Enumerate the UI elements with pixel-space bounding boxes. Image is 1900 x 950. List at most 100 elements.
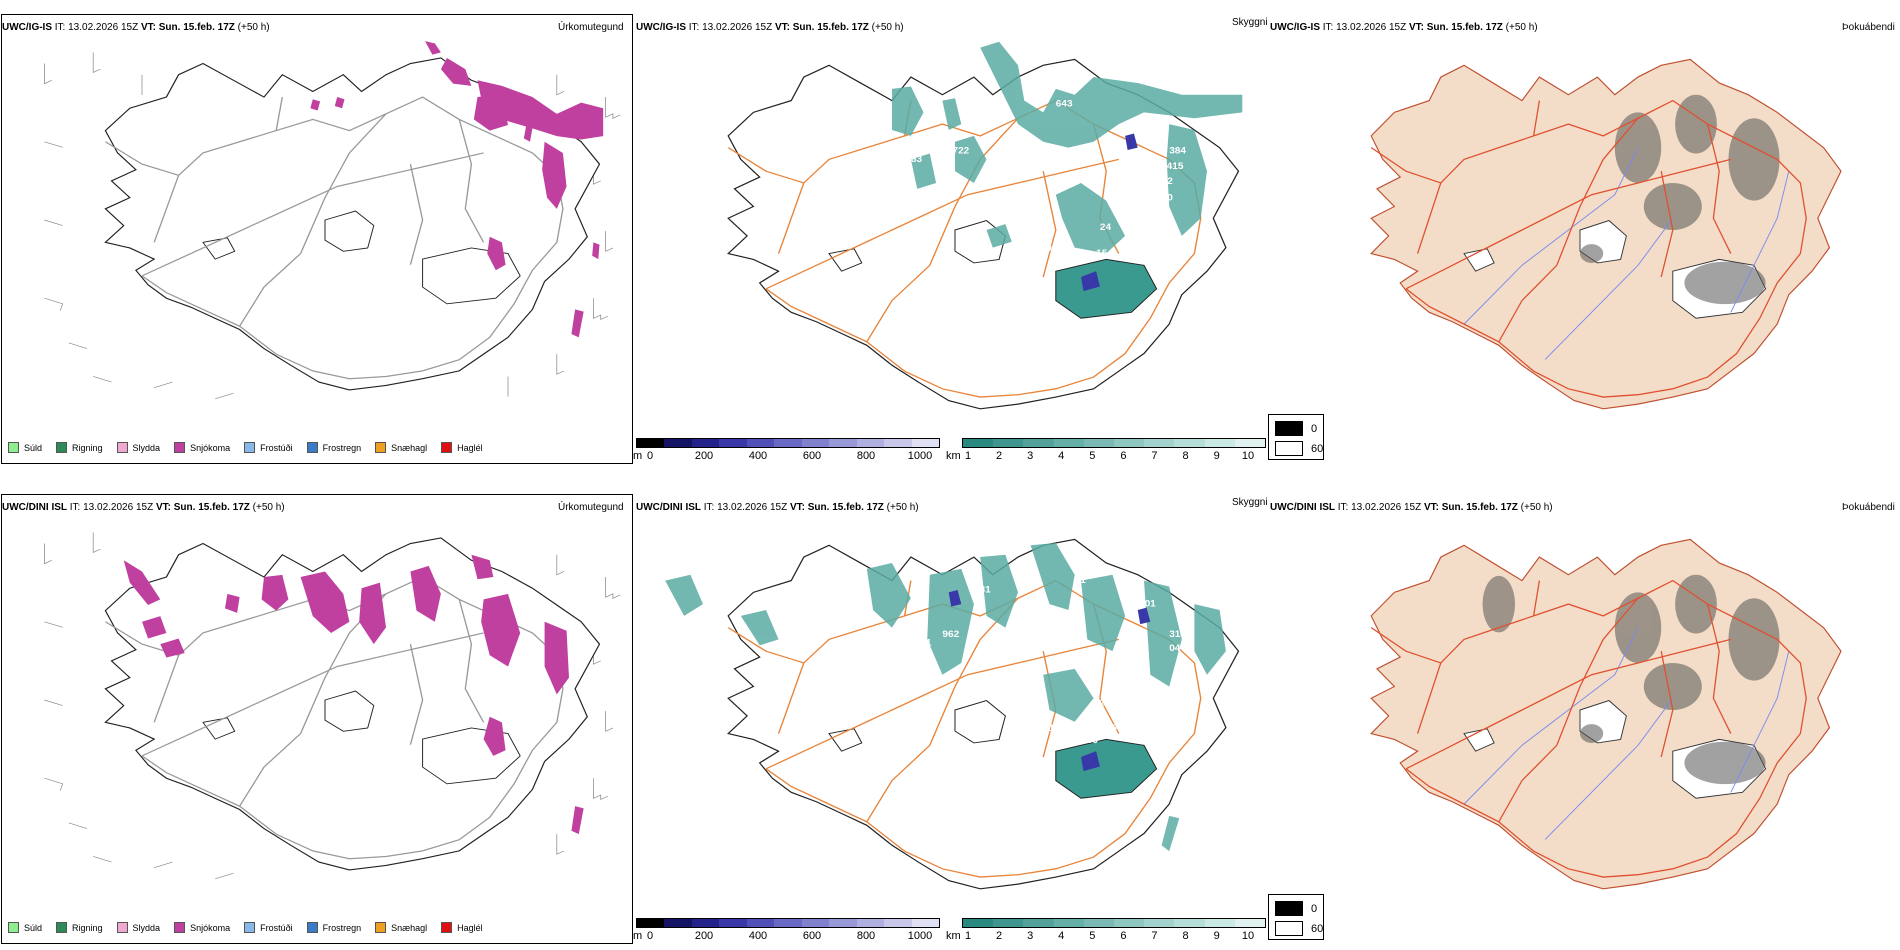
legend-swatch — [116, 442, 128, 453]
legend-item: Súld — [8, 442, 42, 453]
map-label: 24 — [1100, 222, 1112, 233]
panel-header: UWC/DINI ISL IT: 13.02.2026 15Z VT: Sun.… — [1270, 502, 1553, 513]
visibility-colorbar-2 — [962, 918, 1266, 928]
legend-swatch — [8, 922, 19, 933]
altitude-band — [719, 919, 747, 927]
visibility-title: Skyggni — [1232, 17, 1268, 28]
legend-label: Snæhagl — [391, 922, 428, 933]
map-label: 101 — [1139, 599, 1156, 610]
altitude-colorbar-1 — [636, 438, 940, 448]
map-label: 83 — [911, 154, 923, 165]
high-altitude-areas — [1081, 133, 1138, 292]
legend-swatch — [375, 442, 387, 453]
legend-swatch — [56, 442, 68, 453]
legend-swatch — [441, 922, 453, 933]
lead-time: (+50 h) — [252, 502, 285, 513]
visibility-title: Skyggni — [1232, 497, 1268, 508]
visibility-map-2: 981 51 101 314 04 331 962 203 459 51 175… — [665, 538, 1240, 890]
visibility-band — [1114, 919, 1145, 927]
model-name: UWC/IG-IS — [1270, 22, 1320, 33]
map-label: 10 — [1162, 193, 1174, 204]
model-name: UWC/DINI ISL — [2, 502, 67, 513]
altitude-band — [884, 439, 912, 447]
legend-label: Frostúði — [260, 442, 293, 453]
sunshine-row: 0 — [1275, 901, 1317, 916]
altitude-band — [691, 919, 720, 927]
map-label: 384 — [1169, 146, 1186, 157]
legend-label: Snæhagl — [391, 442, 428, 453]
it-value: 13.02.2026 15Z — [68, 22, 139, 33]
map-label: 203 — [1100, 698, 1117, 709]
altitude-band — [801, 439, 830, 447]
sunshine-legend-1: 0 60 — [1268, 414, 1324, 460]
legend-label: Rigning — [72, 922, 103, 933]
rivers — [1463, 147, 1790, 360]
it-value: 13.02.2026 15Z — [83, 502, 154, 513]
visibility-band — [1174, 439, 1205, 447]
visibility-band — [1023, 919, 1054, 927]
tick-label: 1000 — [907, 930, 933, 942]
model-name: UWC/IG-IS — [636, 22, 686, 33]
visibility-band — [963, 439, 994, 447]
visibility-band — [1234, 919, 1266, 927]
vt-label: VT: — [1408, 22, 1424, 33]
visibility-band — [1053, 439, 1084, 447]
altitude-band — [691, 439, 720, 447]
vt-label: VT: — [140, 22, 156, 33]
legend-item: Snæhagl — [375, 922, 427, 933]
tick-label: 6 — [1120, 930, 1127, 942]
tick-label: 3 — [1027, 450, 1034, 462]
precip-type-map-2 — [44, 532, 621, 880]
panel-header: UWC/DINI ISL IT: 13.02.2026 15Z VT: Sun.… — [2, 502, 285, 513]
sunshine-legend-2: 0 60 — [1268, 894, 1324, 940]
altitude-colorbar-2 — [636, 918, 940, 928]
legend-item: Snjókoma — [174, 922, 230, 933]
visibility-ticks-2: 1 2 3 4 5 6 7 8 9 10 — [965, 930, 1254, 944]
it-label: IT: — [69, 502, 81, 513]
altitude-band — [637, 919, 665, 927]
altitude-unit: m — [633, 450, 643, 462]
precip-type-map-1 — [44, 41, 621, 400]
altitude-band — [829, 439, 857, 447]
legend-label: Haglél — [457, 442, 483, 453]
legend-swatch — [306, 442, 318, 453]
tick-label: 400 — [748, 930, 768, 942]
legend-item: Rigning — [56, 922, 103, 933]
altitude-ticks-2: 0 200 400 600 800 1000 — [646, 930, 932, 944]
legend-swatch — [306, 922, 318, 933]
altitude-band — [664, 919, 692, 927]
tick-label: 5 — [1089, 450, 1096, 462]
legend-label: Slydda — [132, 922, 161, 933]
tick-label: 7 — [1151, 450, 1158, 462]
legend-label: Súld — [24, 922, 43, 933]
precip-type-title: Úrkomutegund — [558, 502, 624, 513]
map-label: 22 — [1162, 176, 1174, 187]
legend-item: Slydda — [116, 922, 161, 933]
visibility-band — [1023, 439, 1054, 447]
legend-label: Slydda — [132, 442, 161, 453]
vt-label: VT: — [1423, 502, 1439, 513]
tick-label: 200 — [694, 450, 714, 462]
legend-label: Frostregn — [322, 922, 362, 933]
tick-label: 8 — [1182, 450, 1189, 462]
tick-label: 7 — [1151, 930, 1158, 942]
visibility-unit: km — [946, 930, 961, 942]
legend-swatch — [56, 922, 68, 933]
panel-header: UWC/IG-IS IT: 13.02.2026 15Z VT: Sun. 15… — [1270, 22, 1538, 33]
map-label: 314 — [1169, 629, 1186, 640]
altitude-band — [746, 439, 775, 447]
tick-label: 8 — [1182, 930, 1189, 942]
legend-label: Súld — [24, 442, 43, 453]
it-value: 13.02.2026 15Z — [1351, 502, 1422, 513]
sunshine-label: 60 — [1311, 922, 1324, 935]
tick-label: 0 — [646, 450, 654, 462]
model-name: UWC/DINI ISL — [636, 502, 701, 513]
visibility-ticks-1: 1 2 3 4 5 6 7 8 9 10 — [965, 450, 1254, 464]
tick-label: 0 — [646, 930, 654, 942]
lead-time: (+50 h) — [237, 22, 270, 33]
rivers — [1463, 627, 1790, 840]
visibility-band — [1144, 919, 1175, 927]
sunshine-row: 60 — [1275, 441, 1323, 456]
sunshine-swatch — [1275, 921, 1303, 936]
visibility-map-1: 643 96 384 415 22 10 83 722 24 309 154 — [727, 41, 1243, 410]
